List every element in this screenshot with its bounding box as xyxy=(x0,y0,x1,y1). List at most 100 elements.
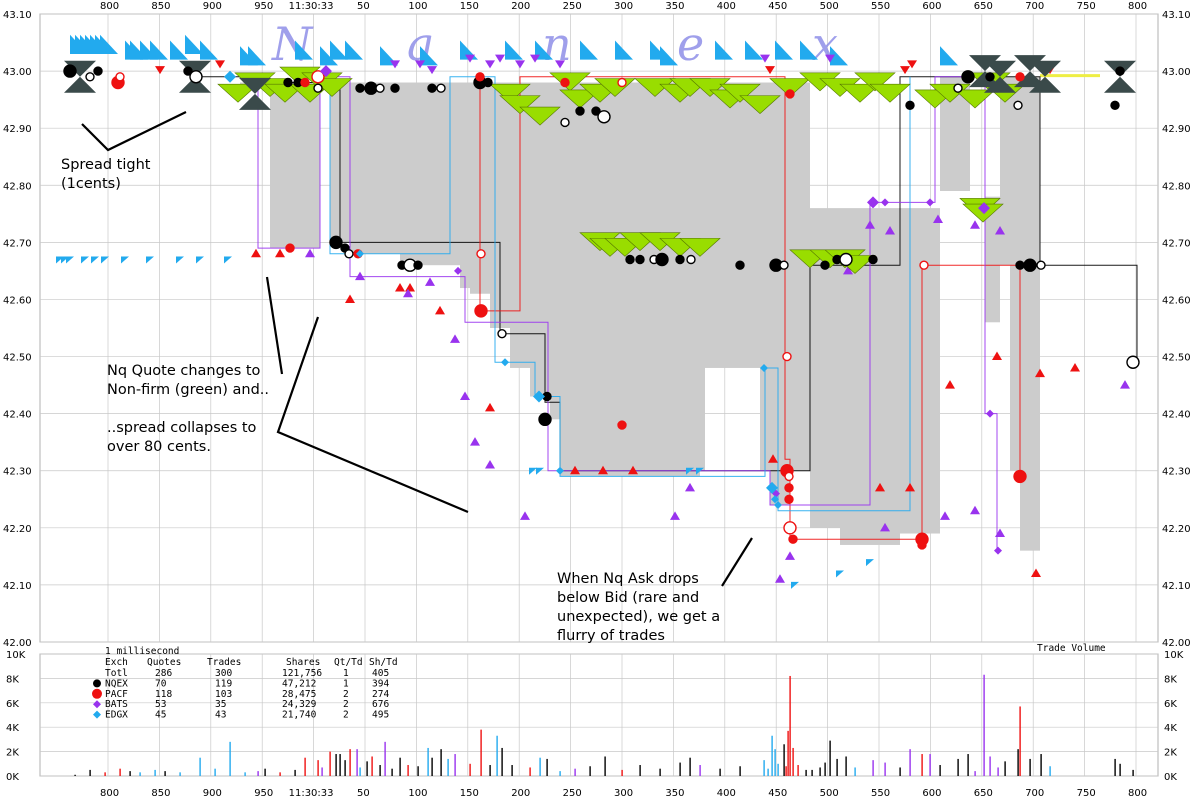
annotation-nq-quote-line1: Nq Quote changes to xyxy=(107,363,261,379)
annotation-nq-ask-line1: When Nq Ask drops xyxy=(557,571,699,587)
trade-point-bats xyxy=(867,196,879,209)
price-tick-left: 42.50 xyxy=(3,353,32,364)
trade-point-edgx xyxy=(774,500,782,509)
trade-point-nqex xyxy=(538,412,552,427)
volume-bar-pacf xyxy=(529,767,531,776)
ask-marker-bats xyxy=(885,225,895,235)
volume-bar-nqex xyxy=(899,767,901,776)
nonfirm-quote-marker xyxy=(769,78,811,97)
ask-markers xyxy=(56,34,1130,589)
ask-marker-edgx xyxy=(536,467,544,475)
ask-marker-edgx xyxy=(224,256,232,264)
spread-segment xyxy=(400,82,450,266)
volume-tick-left: 2K xyxy=(6,748,19,759)
volume-bar-nqex xyxy=(339,754,341,776)
volume-bar-nqex xyxy=(294,769,296,776)
ask-marker-bats xyxy=(843,265,853,275)
volume-bar-bats xyxy=(356,749,358,776)
spread-segment xyxy=(460,82,470,289)
nonfirm-quote-marker xyxy=(719,83,761,103)
volume-bar-nqex xyxy=(957,758,959,776)
legend-cell: 53 xyxy=(155,699,166,710)
arrow-nonfirm-2 xyxy=(276,316,469,514)
time-tick-top: 150 xyxy=(460,1,479,12)
legend-cell: 24,329 xyxy=(282,699,317,710)
price-tick-left: 42.90 xyxy=(3,124,32,135)
ask-marker-bats xyxy=(865,220,875,229)
trade-point-nqex xyxy=(575,106,585,116)
ask-marker-pacf xyxy=(155,66,165,75)
legend-swatch-bats xyxy=(93,700,101,709)
price-tick-left: 42.20 xyxy=(3,524,32,535)
annotation-arrows xyxy=(81,111,753,587)
nqex-bid-marker xyxy=(1104,76,1136,93)
volume-bar-nqex xyxy=(264,768,266,776)
volume-bar-nqex xyxy=(719,768,721,776)
volume-bar-bats xyxy=(699,765,701,776)
spread-segment xyxy=(840,208,860,545)
trade-point-nqex xyxy=(63,64,77,78)
trade-point-nqex xyxy=(1126,355,1140,369)
volume-bar-bats xyxy=(454,754,456,776)
annotation-spread-tight-line1: Spread tight xyxy=(61,157,151,173)
legend-resolution: 1 millisecond xyxy=(105,646,179,657)
trade-point-nqex xyxy=(183,66,193,76)
volume-bar-nqex xyxy=(939,765,941,776)
volume-tick-left: 8K xyxy=(6,674,19,685)
legend-cell: 2 xyxy=(343,689,349,700)
ask-marker-bats xyxy=(760,54,770,63)
volume-bar-edgx xyxy=(139,772,141,776)
annotation-nq-ask: When Nq Ask drops below Bid (rare and un… xyxy=(557,571,725,644)
trade-point-pacf xyxy=(1013,469,1027,484)
volume-bar-edgx xyxy=(427,747,429,776)
time-tick-bottom: 350 xyxy=(665,788,684,799)
volume-title: Trade Volume xyxy=(1037,643,1106,654)
ask-marker-edgx xyxy=(529,467,537,475)
nqex-bid-marker xyxy=(1029,76,1061,93)
spread-segment xyxy=(985,196,1000,323)
time-tick-top: 400 xyxy=(717,1,736,12)
price-tick-right: 42.60 xyxy=(1162,295,1191,306)
nonfirm-quote-marker xyxy=(679,238,721,257)
ask-marker-edgx xyxy=(345,40,363,60)
spread-segment xyxy=(600,82,700,477)
price-tick-left: 42.60 xyxy=(3,295,32,306)
ask-marker-bats xyxy=(355,271,365,281)
ask-marker-bats xyxy=(775,574,785,583)
time-tick-top: 550 xyxy=(871,1,890,12)
nqex-ask-marker xyxy=(1014,55,1046,72)
volume-bar-edgx xyxy=(214,768,216,776)
nqex-ask-marker xyxy=(969,55,1001,72)
ask-marker-bats xyxy=(460,391,470,401)
trade-point-pacf xyxy=(476,249,486,259)
ask-marker-bats xyxy=(670,511,680,520)
time-tick-top: 200 xyxy=(511,1,530,12)
ask-marker-pacf xyxy=(405,283,415,292)
ask-marker-edgx xyxy=(146,256,154,264)
trade-point-edgx xyxy=(760,363,768,372)
price-tick-right: 42.30 xyxy=(1162,467,1191,478)
ask-marker-bats xyxy=(515,60,525,69)
ask-marker-edgx xyxy=(121,256,129,264)
time-tick-top: 350 xyxy=(665,1,684,12)
trade-point-pacf xyxy=(617,77,627,88)
time-tick-bottom: 800 xyxy=(1128,788,1147,799)
legend-cell: 103 xyxy=(215,689,232,700)
volume-bar-pacf xyxy=(279,772,281,776)
volume-bar-pacf xyxy=(469,763,471,776)
ask-marker-edgx xyxy=(330,40,348,60)
nqex-ask-marker xyxy=(984,60,1016,77)
volume-bar-nqex xyxy=(639,765,641,776)
annotation-nq-quote-line2: Non-firm (green) and.. xyxy=(107,382,269,398)
nqex-bid-marker xyxy=(1014,71,1046,88)
time-tick-top: 850 xyxy=(151,1,170,12)
trade-point-pacf xyxy=(784,483,794,493)
trade-point-nqex xyxy=(1115,66,1125,76)
nqex-ask-marker xyxy=(1029,60,1061,77)
spread-segment xyxy=(930,208,940,534)
time-tick-top: 800 xyxy=(1128,1,1147,12)
legend-cell: 2 xyxy=(343,710,349,721)
trade-point-bats xyxy=(926,198,934,207)
trade-point-nqex xyxy=(560,117,570,128)
volume-bar-nqex xyxy=(489,765,491,776)
